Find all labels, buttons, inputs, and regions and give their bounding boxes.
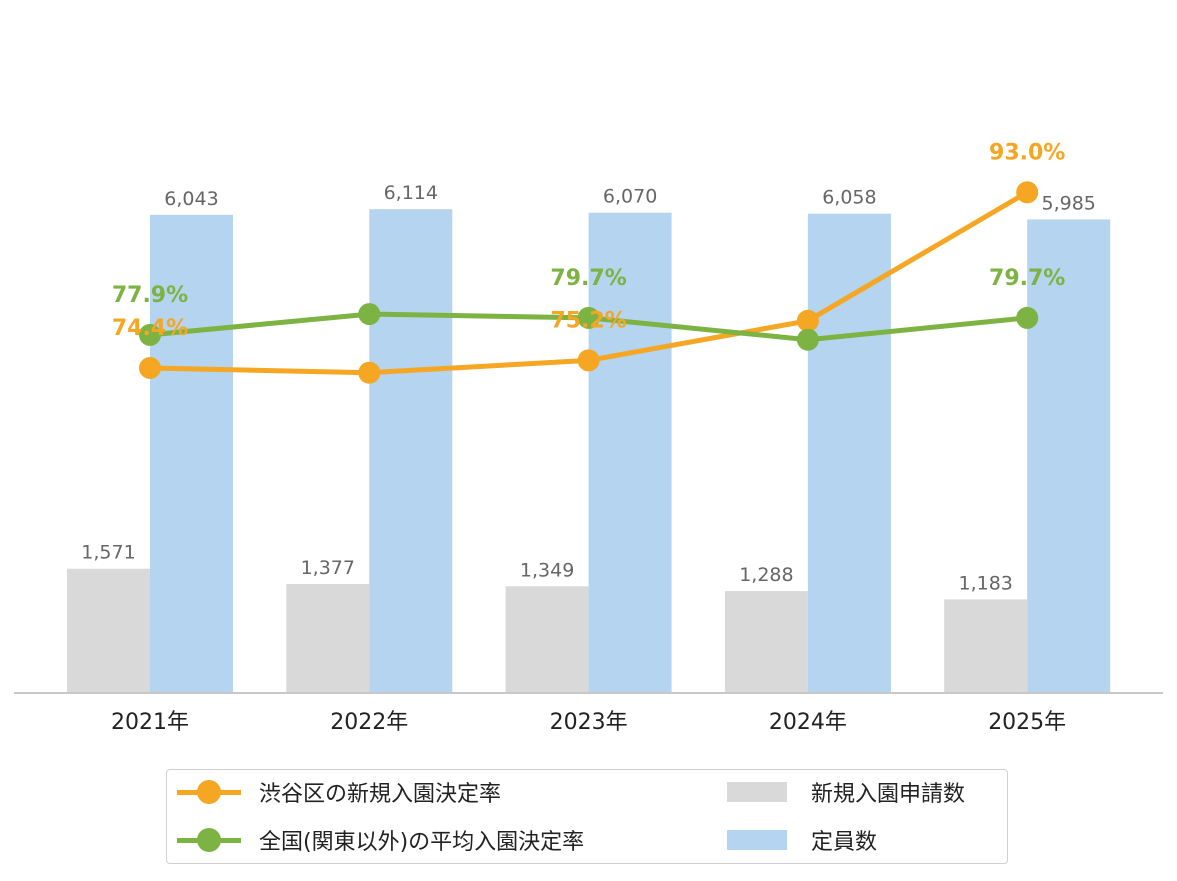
legend-item-national-rate: 全国(関東以外)の平均入園決定率 bbox=[177, 820, 584, 860]
bar bbox=[807, 213, 891, 693]
legend: 渋谷区の新規入園決定率 新規入園申請数 全国(関東以外)の平均入園決定率 定員数 bbox=[166, 769, 1008, 864]
rate-label: 74.4% bbox=[112, 316, 188, 341]
lines-layer bbox=[139, 181, 1039, 384]
legend-swatch-gray bbox=[727, 782, 787, 802]
series-point bbox=[1016, 306, 1039, 329]
legend-label: 渋谷区の新規入園決定率 bbox=[259, 782, 502, 807]
x-tick-label: 2023年 bbox=[550, 710, 628, 735]
bar-value-label: 5,985 bbox=[1041, 192, 1095, 214]
bar-value-label: 1,571 bbox=[81, 542, 135, 564]
series-point bbox=[577, 306, 600, 329]
series-point bbox=[796, 309, 819, 332]
legend-label: 全国(関東以外)の平均入園決定率 bbox=[259, 830, 585, 855]
series-point bbox=[358, 361, 381, 384]
rate-labels-layer: 74.4% 75.2% 93.0% 77.9% 79.7% 79.7% bbox=[112, 140, 1066, 341]
x-tick-label: 2025年 bbox=[988, 710, 1066, 735]
bar bbox=[944, 599, 1028, 693]
legend-line-marker-orange bbox=[177, 772, 241, 812]
legend-item-capacity: 定員数 bbox=[727, 820, 877, 860]
legend-item-shibuya-rate: 渋谷区の新規入園決定率 bbox=[177, 772, 501, 812]
x-tick-label: 2021年 bbox=[111, 710, 189, 735]
legend-line-marker-green bbox=[177, 820, 241, 860]
legend-label: 新規入園申請数 bbox=[811, 782, 966, 807]
series-point bbox=[358, 303, 381, 326]
bar bbox=[724, 591, 808, 693]
rate-label: 79.7% bbox=[989, 266, 1065, 291]
series-point bbox=[796, 328, 819, 351]
x-tick-label: 2022年 bbox=[330, 710, 408, 735]
bar bbox=[286, 584, 370, 693]
bar-value-label: 6,114 bbox=[384, 182, 438, 204]
bar bbox=[150, 214, 233, 694]
rate-label: 77.9% bbox=[112, 283, 188, 308]
series-point bbox=[1016, 181, 1039, 204]
bar-value-label: 1,377 bbox=[301, 557, 355, 579]
bar-value-label: 1,349 bbox=[520, 559, 574, 581]
bars-layer: 1,571 1,377 1,349 1,288 1,183 6,043 6,114 6,070… bbox=[67, 182, 1111, 694]
rate-label: 93.0% bbox=[989, 140, 1065, 165]
series-point bbox=[139, 357, 161, 379]
series-point bbox=[139, 323, 161, 346]
bar-value-label: 6,043 bbox=[164, 188, 218, 210]
bar bbox=[1027, 219, 1111, 693]
bar bbox=[369, 209, 453, 693]
legend-label: 定員数 bbox=[811, 830, 878, 855]
rate-label: 75.2% bbox=[550, 308, 626, 333]
bar-value-label: 6,070 bbox=[603, 186, 657, 208]
chart: 1,571 1,377 1,349 1,288 1,183 6,043 6,114 6,070… bbox=[14, 140, 1163, 735]
series-point bbox=[577, 349, 600, 372]
legend-item-applications: 新規入園申請数 bbox=[727, 772, 965, 812]
bar-value-label: 1,183 bbox=[958, 572, 1012, 594]
bar bbox=[67, 568, 150, 693]
rate-label: 79.7% bbox=[550, 266, 626, 291]
legend-swatch-blue bbox=[727, 830, 787, 850]
bar bbox=[505, 586, 589, 693]
bar-value-label: 6,058 bbox=[822, 187, 876, 209]
bar bbox=[588, 212, 672, 693]
x-tick-labels: 2021年 2022年 2023年 2024年 2025年 bbox=[111, 710, 1066, 735]
x-tick-label: 2024年 bbox=[769, 710, 847, 735]
bar-value-label: 1,288 bbox=[739, 564, 793, 586]
